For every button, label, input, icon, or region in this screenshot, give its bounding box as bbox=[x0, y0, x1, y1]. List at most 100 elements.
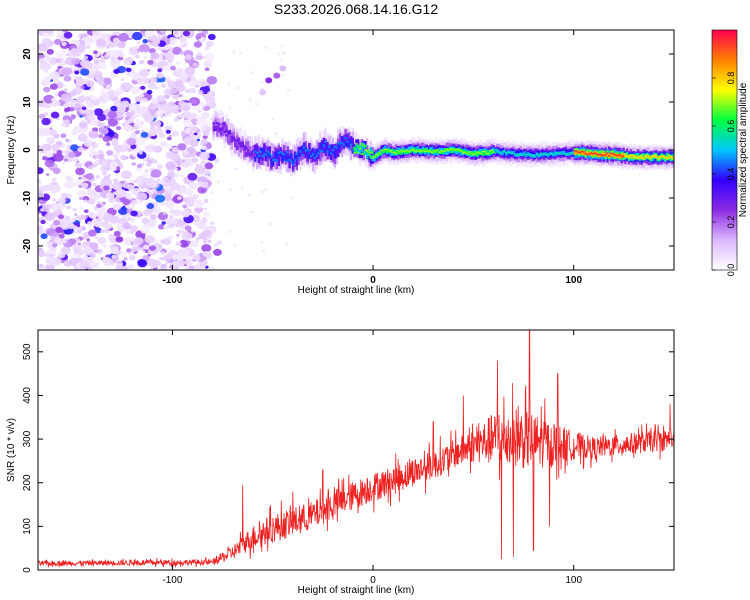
heatmap-cell bbox=[199, 143, 203, 146]
heatmap-cell bbox=[87, 120, 91, 124]
spectrogram-y-tick-label: 10 bbox=[22, 96, 33, 108]
heatmap-cell bbox=[106, 150, 114, 156]
heatmap-cell bbox=[492, 149, 495, 153]
heatmap-cell bbox=[58, 214, 64, 220]
heatmap-cell bbox=[304, 148, 308, 158]
heatmap-cell bbox=[124, 83, 132, 90]
heatmap-cell bbox=[108, 236, 114, 241]
heatmap-cell bbox=[320, 150, 324, 153]
heatmap-cell bbox=[288, 158, 291, 162]
heatmap-cell bbox=[128, 255, 136, 261]
heatmap-cell bbox=[478, 152, 481, 154]
heatmap-cell bbox=[393, 151, 396, 154]
heatmap-cell bbox=[163, 65, 171, 71]
heatmap-cell bbox=[180, 174, 184, 178]
heatmap-cell bbox=[380, 149, 383, 156]
heatmap-cell bbox=[72, 208, 78, 212]
heatmap-cell bbox=[271, 117, 275, 121]
heatmap-cell bbox=[77, 242, 82, 246]
heatmap-cell bbox=[404, 150, 407, 155]
heatmap-cell bbox=[103, 244, 107, 248]
snr-x-label: Height of straight line (km) bbox=[298, 585, 415, 596]
heatmap-cell bbox=[250, 152, 253, 155]
heatmap-cell bbox=[60, 192, 69, 199]
heatmap-cell bbox=[342, 143, 346, 146]
heatmap-cell bbox=[557, 152, 560, 154]
heatmap-cell bbox=[304, 146, 308, 152]
heatmap-cell bbox=[555, 151, 559, 154]
heatmap-cell bbox=[568, 152, 571, 154]
heatmap-cell bbox=[627, 155, 631, 160]
heatmap-cell bbox=[199, 151, 210, 161]
heatmap-cell bbox=[671, 156, 674, 160]
heatmap-cell bbox=[373, 155, 376, 162]
heatmap-cell bbox=[310, 155, 313, 158]
heatmap-cell bbox=[105, 142, 111, 147]
heatmap-cell bbox=[349, 140, 353, 145]
heatmap-cell bbox=[227, 118, 230, 139]
heatmap-cell bbox=[146, 203, 154, 210]
spectrogram-x-tick-label: -100 bbox=[162, 275, 182, 286]
heatmap-cell bbox=[167, 170, 175, 176]
heatmap-cell bbox=[89, 242, 99, 250]
heatmap-cell bbox=[284, 159, 288, 162]
heatmap-cell bbox=[322, 148, 326, 153]
heatmap-cell bbox=[411, 148, 414, 151]
heatmap-cell bbox=[311, 153, 315, 156]
heatmap-cell bbox=[358, 146, 362, 150]
heatmap-cell bbox=[508, 152, 512, 154]
heatmap-cell bbox=[61, 161, 66, 165]
heatmap-cell bbox=[202, 250, 211, 258]
heatmap-cell bbox=[142, 250, 146, 254]
heatmap-cell bbox=[193, 41, 202, 48]
heatmap-cell bbox=[68, 101, 73, 106]
heatmap-cell bbox=[461, 152, 465, 154]
heatmap-cell bbox=[135, 54, 140, 59]
heatmap-cell bbox=[196, 51, 202, 56]
heatmap-cell bbox=[80, 68, 90, 76]
heatmap-cell bbox=[301, 153, 304, 157]
heatmap-cell bbox=[203, 105, 211, 111]
heatmap-cell bbox=[70, 217, 76, 223]
heatmap-cell bbox=[602, 151, 606, 155]
heatmap-cell bbox=[125, 67, 132, 73]
heatmap-cell bbox=[376, 152, 380, 156]
heatmap-cell bbox=[105, 84, 113, 90]
heatmap-cell bbox=[194, 206, 204, 214]
heatmap-cell bbox=[266, 150, 270, 153]
heatmap-cell bbox=[170, 65, 176, 71]
heatmap-cell bbox=[665, 153, 669, 160]
heatmap-cell bbox=[317, 152, 320, 155]
heatmap-cell bbox=[344, 134, 347, 144]
heatmap-cell bbox=[142, 112, 152, 120]
heatmap-cell bbox=[184, 189, 193, 197]
heatmap-cell bbox=[472, 154, 476, 156]
heatmap-cell bbox=[391, 148, 394, 153]
heatmap-cell bbox=[319, 146, 322, 161]
heatmap-cell bbox=[109, 60, 120, 69]
colorbar-tick-label: 0.6 bbox=[726, 120, 736, 133]
heatmap-cell bbox=[281, 152, 284, 155]
heatmap-cell bbox=[48, 129, 57, 136]
heatmap-cell bbox=[358, 148, 362, 150]
heatmap-cell bbox=[348, 138, 351, 144]
heatmap-cell bbox=[72, 125, 82, 134]
heatmap-cell bbox=[48, 57, 59, 65]
heatmap-cell bbox=[400, 149, 403, 151]
heatmap-cell bbox=[164, 218, 172, 225]
heatmap-cell bbox=[239, 142, 243, 153]
heatmap-cell bbox=[432, 149, 436, 152]
heatmap-cell bbox=[90, 192, 101, 201]
colorbar-label: Normalized spectral amplitude bbox=[738, 82, 749, 217]
heatmap-cell bbox=[152, 159, 158, 164]
heatmap-cell bbox=[293, 154, 297, 160]
heatmap-cell bbox=[353, 146, 356, 151]
heatmap-cell bbox=[273, 151, 277, 157]
spectrogram-y-tick-label: 20 bbox=[22, 48, 33, 60]
heatmap-cell bbox=[613, 153, 616, 156]
heatmap-cell bbox=[53, 219, 61, 226]
heatmap-cell bbox=[140, 85, 146, 90]
heatmap-cell bbox=[52, 198, 57, 202]
heatmap-cell bbox=[42, 56, 50, 63]
heatmap-cell bbox=[499, 151, 503, 156]
